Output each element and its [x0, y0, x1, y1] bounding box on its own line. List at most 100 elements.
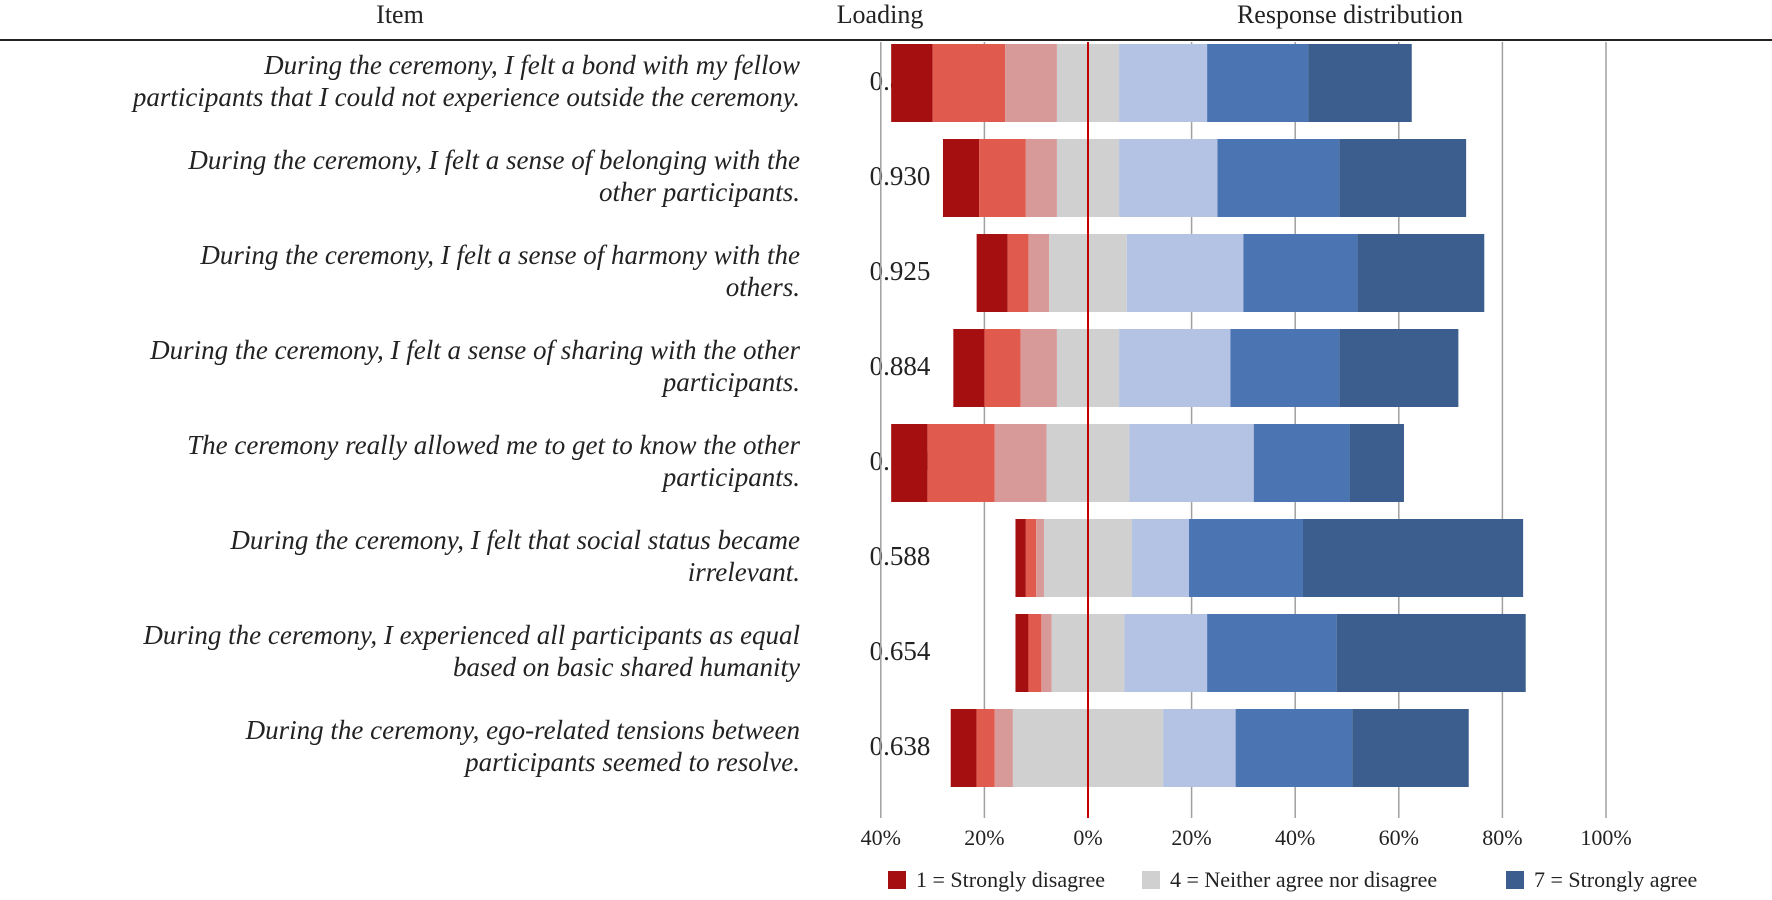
item-text-line: other participants.: [599, 177, 800, 207]
bar-segment: [1339, 329, 1459, 407]
item-text-line: irrelevant.: [687, 557, 800, 587]
header-rule: [0, 39, 1772, 41]
item-text: During the ceremony, I felt a bond with …: [20, 49, 800, 113]
bar-segment: [976, 709, 995, 787]
bar-segment: [1041, 614, 1052, 692]
x-tick-label: 40%: [861, 825, 901, 850]
bar-segment: [979, 139, 1026, 217]
bar-segment: [1235, 709, 1353, 787]
item-text-line: participants.: [662, 462, 800, 492]
bar-segment: [1129, 424, 1254, 502]
bar-segment: [1025, 519, 1037, 597]
bar-segment: [1119, 44, 1208, 122]
item-loading: 0.930: [869, 161, 931, 191]
bar-segment: [950, 709, 977, 787]
item-text: During the ceremony, I felt that social …: [20, 524, 800, 588]
item-text-line: participants.: [662, 367, 800, 397]
bar-segment: [1339, 139, 1467, 217]
x-tick-label: 60%: [1379, 825, 1419, 850]
item-text-line: During the ceremony, I experienced all p…: [143, 620, 800, 650]
bar-segment: [1124, 614, 1208, 692]
bar-segment: [1015, 614, 1029, 692]
bar-segment: [1132, 519, 1190, 597]
item-text-line: The ceremony really allowed me to get to…: [187, 430, 800, 460]
legend-entry-neutral: 4 = Neither agree nor disagree: [1142, 866, 1437, 894]
bar-segment: [994, 709, 1013, 787]
bar-segment: [1126, 234, 1244, 312]
bar-segment: [994, 424, 1047, 502]
item-text-line: During the ceremony, I felt a sense of h…: [200, 240, 800, 270]
item-text-line: During the ceremony, I felt a sense of b…: [188, 145, 800, 175]
bar-segment: [1243, 234, 1358, 312]
bar-segment: [1357, 234, 1485, 312]
bar-segment: [1352, 709, 1469, 787]
bar-segment: [984, 329, 1021, 407]
legend-label-strongly-agree: 7 = Strongly agree: [1534, 867, 1698, 892]
bar-segment: [1336, 614, 1526, 692]
x-tick-label: 20%: [964, 825, 1004, 850]
distribution-column-header: Response distribution: [1236, 0, 1464, 29]
bar-segment: [1015, 519, 1026, 597]
item-text: During the ceremony, I felt a sense of s…: [20, 334, 800, 398]
bar-segment: [1308, 44, 1412, 122]
item-text: During the ceremony, I experienced all p…: [20, 619, 800, 683]
legend-label-strongly-disagree: 1 = Strongly disagree: [916, 867, 1105, 892]
x-tick-label: 40%: [1275, 825, 1315, 850]
bar-segment: [1028, 614, 1042, 692]
item-text-line: During the ceremony, I felt a sense of s…: [150, 335, 800, 365]
legend-label-neutral: 4 = Neither agree nor disagree: [1170, 867, 1438, 892]
item-text: During the ceremony, ego-related tension…: [20, 714, 800, 778]
bar-segment: [1302, 519, 1524, 597]
legend-entry-strongly-disagree: 1 = Strongly disagree: [888, 866, 1105, 894]
loading-column-header: Loading: [836, 0, 924, 29]
bar-segment: [927, 424, 995, 502]
bar-segment: [891, 424, 928, 502]
bar-segment: [932, 44, 1006, 122]
bar-segment: [953, 329, 985, 407]
x-tick-label: 0%: [1073, 825, 1102, 850]
item-loading: 0.654: [869, 636, 931, 666]
bar-segment: [1119, 329, 1231, 407]
item-text-line: During the ceremony, I felt a bond with …: [264, 50, 800, 80]
item-text-line: participants that I could not experience…: [132, 82, 800, 112]
item-loading: 0.925: [869, 256, 931, 286]
x-tick-label: 20%: [1171, 825, 1211, 850]
bar-segment: [976, 234, 1008, 312]
x-tick-label: 80%: [1482, 825, 1522, 850]
bar-segment: [1230, 329, 1340, 407]
bar-segment: [1217, 139, 1340, 217]
item-text-line: based on basic shared humanity: [453, 652, 800, 682]
item-text-line: During the ceremony, ego-related tension…: [245, 715, 800, 745]
bar-segment: [1005, 44, 1057, 122]
bar-segment: [1349, 424, 1404, 502]
item-text: The ceremony really allowed me to get to…: [20, 429, 800, 493]
legend-swatch-neutral: [1142, 871, 1160, 889]
item-text: During the ceremony, I felt a sense of b…: [20, 144, 800, 208]
chart-legend: 1 = Strongly disagree 4 = Neither agree …: [0, 866, 1772, 894]
item-loading: 0.884: [869, 351, 931, 381]
item-text-line: During the ceremony, I felt that social …: [230, 525, 800, 555]
item-text: During the ceremony, I felt a sense of h…: [20, 239, 800, 303]
bar-segment: [1007, 234, 1029, 312]
item-loading: 0.638: [869, 731, 931, 761]
bar-segment: [1036, 519, 1044, 597]
bar-segment: [1119, 139, 1218, 217]
bar-segment: [942, 139, 980, 217]
bar-segment: [1253, 424, 1350, 502]
bar-segment: [1189, 519, 1303, 597]
bar-segment: [891, 44, 933, 122]
x-tick-label: 100%: [1580, 825, 1631, 850]
bar-segment: [1020, 329, 1057, 407]
legend-swatch-strongly-agree: [1506, 871, 1524, 889]
bar-segment: [1163, 709, 1236, 787]
bar-segment: [1207, 44, 1309, 122]
item-column-header: Item: [376, 0, 424, 29]
item-loading: 0.588: [869, 541, 931, 571]
item-text-line: others.: [725, 272, 800, 302]
bar-segment: [1025, 139, 1057, 217]
item-text-line: participants seemed to resolve.: [465, 747, 800, 777]
legend-entry-strongly-agree: 7 = Strongly agree: [1506, 866, 1697, 894]
bar-segment: [1207, 614, 1337, 692]
legend-swatch-strongly-disagree: [888, 871, 906, 889]
